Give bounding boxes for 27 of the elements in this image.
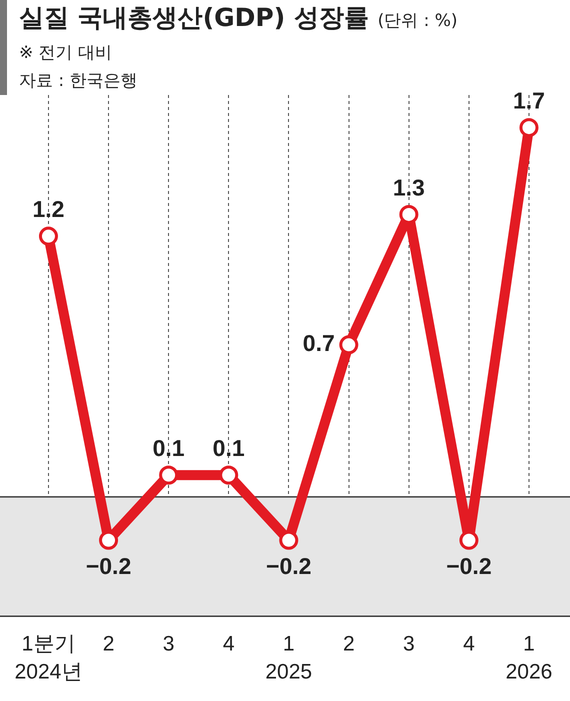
data-label: −0.2 <box>266 553 312 580</box>
point <box>339 335 358 354</box>
x-tick-label: 2 <box>342 632 355 656</box>
point <box>519 118 538 138</box>
data-label: 1.2 <box>32 196 64 222</box>
x-tick-label: 2 <box>102 632 114 656</box>
data-label: −0.2 <box>446 553 492 580</box>
x-tick-label: 1 2026 <box>506 632 552 684</box>
data-label: 0.1 <box>212 434 245 461</box>
x-tick-label: 4 <box>463 632 476 656</box>
point <box>38 226 58 246</box>
point <box>159 466 178 485</box>
chart-title: 실질 국내총생산(GDP) 성장률 <box>19 3 369 32</box>
chart-subtitle: ※ 전기 대비 <box>19 42 114 65</box>
point <box>219 466 238 485</box>
data-label: 0.1 <box>152 434 185 461</box>
x-tick-label: 1분기 2024년 <box>14 632 82 684</box>
x-tick-label: 4 <box>222 632 235 656</box>
data-label: 0.7 <box>302 330 335 356</box>
text: (단위 : %) <box>378 11 458 31</box>
data-label: 1.3 <box>392 174 425 200</box>
data-label: 1.7 <box>512 87 545 114</box>
x-tick-label: 3 <box>403 632 415 656</box>
data-label: −0.2 <box>86 553 132 580</box>
text: 자료 : 한국은행 <box>19 70 139 93</box>
x-tick-label: 1 2025 <box>265 632 312 684</box>
x-tick-label: 3 <box>162 632 174 656</box>
